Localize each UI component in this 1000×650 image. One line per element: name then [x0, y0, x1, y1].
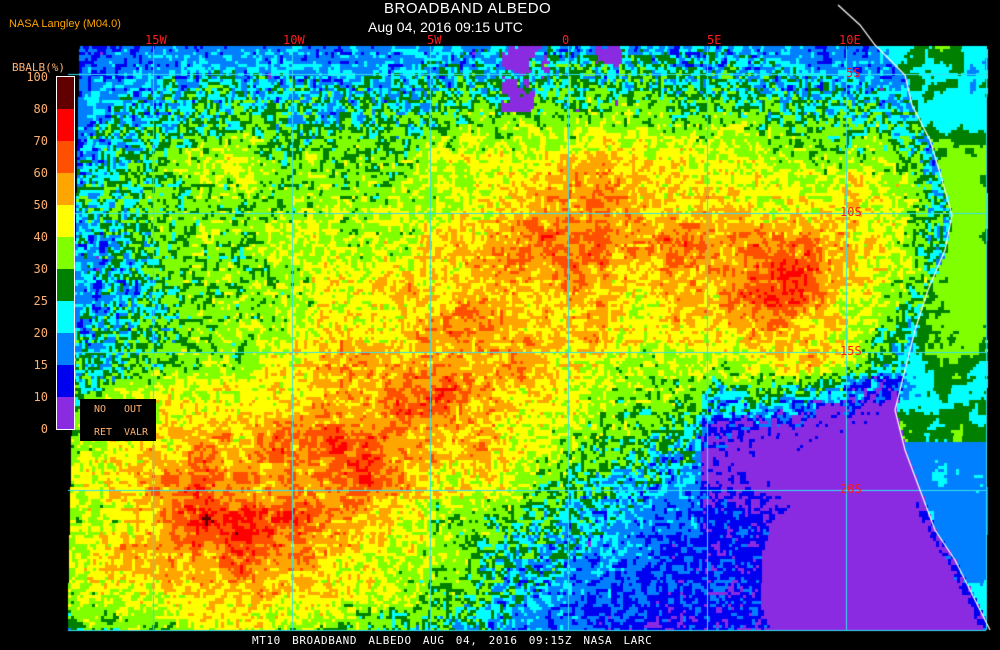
longitude-label: 5E — [707, 33, 722, 47]
legend-title: BBALB(%) — [12, 61, 65, 74]
no-retrieval-legend: NO RET OUT VALR — [80, 399, 156, 441]
legend-swatch — [57, 237, 74, 269]
legend-tick-label: 50 — [33, 198, 48, 212]
map-title: BROADBAND ALBEDO — [384, 0, 552, 17]
legend-tick-label: 80 — [33, 102, 48, 116]
footer-caption: MT10 BROADBAND ALBEDO AUG 04, 2016 09:15… — [252, 634, 653, 647]
longitude-label: 10W — [283, 33, 305, 47]
legend-swatch — [57, 365, 74, 397]
longitude-label: 5W — [427, 33, 442, 47]
source-label: NASA Langley (M04.0) — [9, 18, 121, 30]
latitude-label: 10S — [840, 205, 862, 219]
latitude-label: 15S — [840, 344, 862, 358]
longitude-label: 0 — [562, 33, 570, 47]
legend-tick-label: 25 — [33, 294, 48, 308]
legend-tick-label: 10 — [33, 390, 48, 404]
legend-tick-label: 15 — [33, 358, 48, 372]
legend-tick-label: 30 — [33, 262, 48, 276]
legend-swatch — [57, 173, 74, 205]
no-ret-label-bottom: RET — [94, 427, 113, 438]
legend-tick-label: 0 — [40, 422, 48, 436]
legend-tick-label: 60 — [33, 166, 48, 180]
legend-tick-label: 70 — [33, 134, 48, 148]
legend-swatch — [57, 205, 74, 237]
legend-swatch — [57, 109, 74, 141]
no-ret-label-top: NO — [94, 404, 107, 415]
legend-tick-label: 40 — [33, 230, 48, 244]
longitude-label: 10E — [839, 33, 861, 47]
latitude-label: 5S — [846, 66, 861, 80]
color-legend-bar — [56, 76, 75, 430]
legend-tick-label: 20 — [33, 326, 48, 340]
out-valr-label-bottom: VALR — [124, 427, 149, 438]
legend-swatch — [57, 333, 74, 365]
longitude-label: 15W — [145, 33, 167, 47]
out-valr-label-top: OUT — [124, 404, 143, 415]
legend-swatch — [57, 301, 74, 333]
legend-swatch — [57, 397, 74, 429]
legend-swatch — [57, 269, 74, 301]
legend-swatch — [57, 141, 74, 173]
legend-tick-label: 100 — [26, 70, 48, 84]
map-timestamp: Aug 04, 2016 09:15 UTC — [368, 19, 523, 35]
latitude-label: 20S — [840, 482, 862, 496]
legend-swatch — [57, 77, 74, 109]
